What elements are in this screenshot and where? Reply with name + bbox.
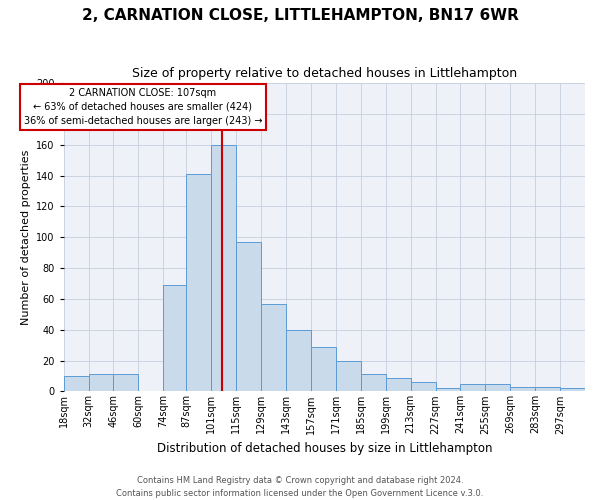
Bar — [187, 174, 211, 392]
Bar — [236, 242, 261, 392]
Bar — [460, 384, 485, 392]
Bar — [361, 374, 386, 392]
Bar — [436, 388, 460, 392]
Text: Contains HM Land Registry data © Crown copyright and database right 2024.
Contai: Contains HM Land Registry data © Crown c… — [116, 476, 484, 498]
Bar — [261, 304, 286, 392]
Text: 2, CARNATION CLOSE, LITTLEHAMPTON, BN17 6WR: 2, CARNATION CLOSE, LITTLEHAMPTON, BN17 … — [82, 8, 518, 22]
Bar — [113, 374, 139, 392]
Bar — [386, 378, 410, 392]
Bar — [510, 387, 535, 392]
Bar — [89, 374, 113, 392]
Bar — [535, 387, 560, 392]
Bar — [336, 360, 361, 392]
Bar — [286, 330, 311, 392]
Bar — [311, 346, 336, 392]
Bar — [211, 144, 236, 392]
Y-axis label: Number of detached properties: Number of detached properties — [20, 150, 31, 325]
Bar — [64, 376, 89, 392]
Bar — [485, 384, 510, 392]
Bar — [163, 285, 187, 392]
X-axis label: Distribution of detached houses by size in Littlehampton: Distribution of detached houses by size … — [157, 442, 492, 455]
Title: Size of property relative to detached houses in Littlehampton: Size of property relative to detached ho… — [132, 68, 517, 80]
Text: 2 CARNATION CLOSE: 107sqm
← 63% of detached houses are smaller (424)
36% of semi: 2 CARNATION CLOSE: 107sqm ← 63% of detac… — [23, 88, 262, 126]
Bar — [410, 382, 436, 392]
Bar — [560, 388, 585, 392]
